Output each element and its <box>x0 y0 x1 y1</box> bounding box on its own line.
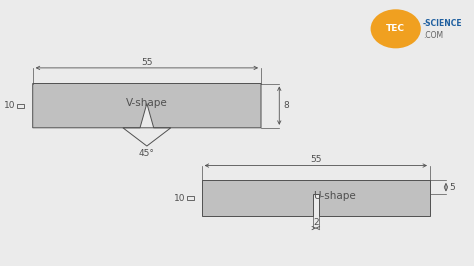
Bar <box>187 196 194 200</box>
Text: TEC: TEC <box>386 24 405 33</box>
Text: 5: 5 <box>450 183 456 192</box>
Text: U-shape: U-shape <box>313 191 356 201</box>
Bar <box>17 103 24 108</box>
Polygon shape <box>33 84 261 128</box>
Ellipse shape <box>371 9 421 48</box>
Text: 2: 2 <box>313 218 319 227</box>
Text: 8: 8 <box>283 101 289 110</box>
Text: 10: 10 <box>174 194 186 203</box>
Text: -SCIENCE: -SCIENCE <box>423 19 463 28</box>
Text: .COM: .COM <box>423 31 443 40</box>
Polygon shape <box>201 180 430 216</box>
Text: 45°: 45° <box>139 149 155 158</box>
Text: 55: 55 <box>310 155 321 164</box>
Text: 55: 55 <box>141 57 153 66</box>
Text: V-shape: V-shape <box>126 98 168 109</box>
Text: 10: 10 <box>4 101 15 110</box>
